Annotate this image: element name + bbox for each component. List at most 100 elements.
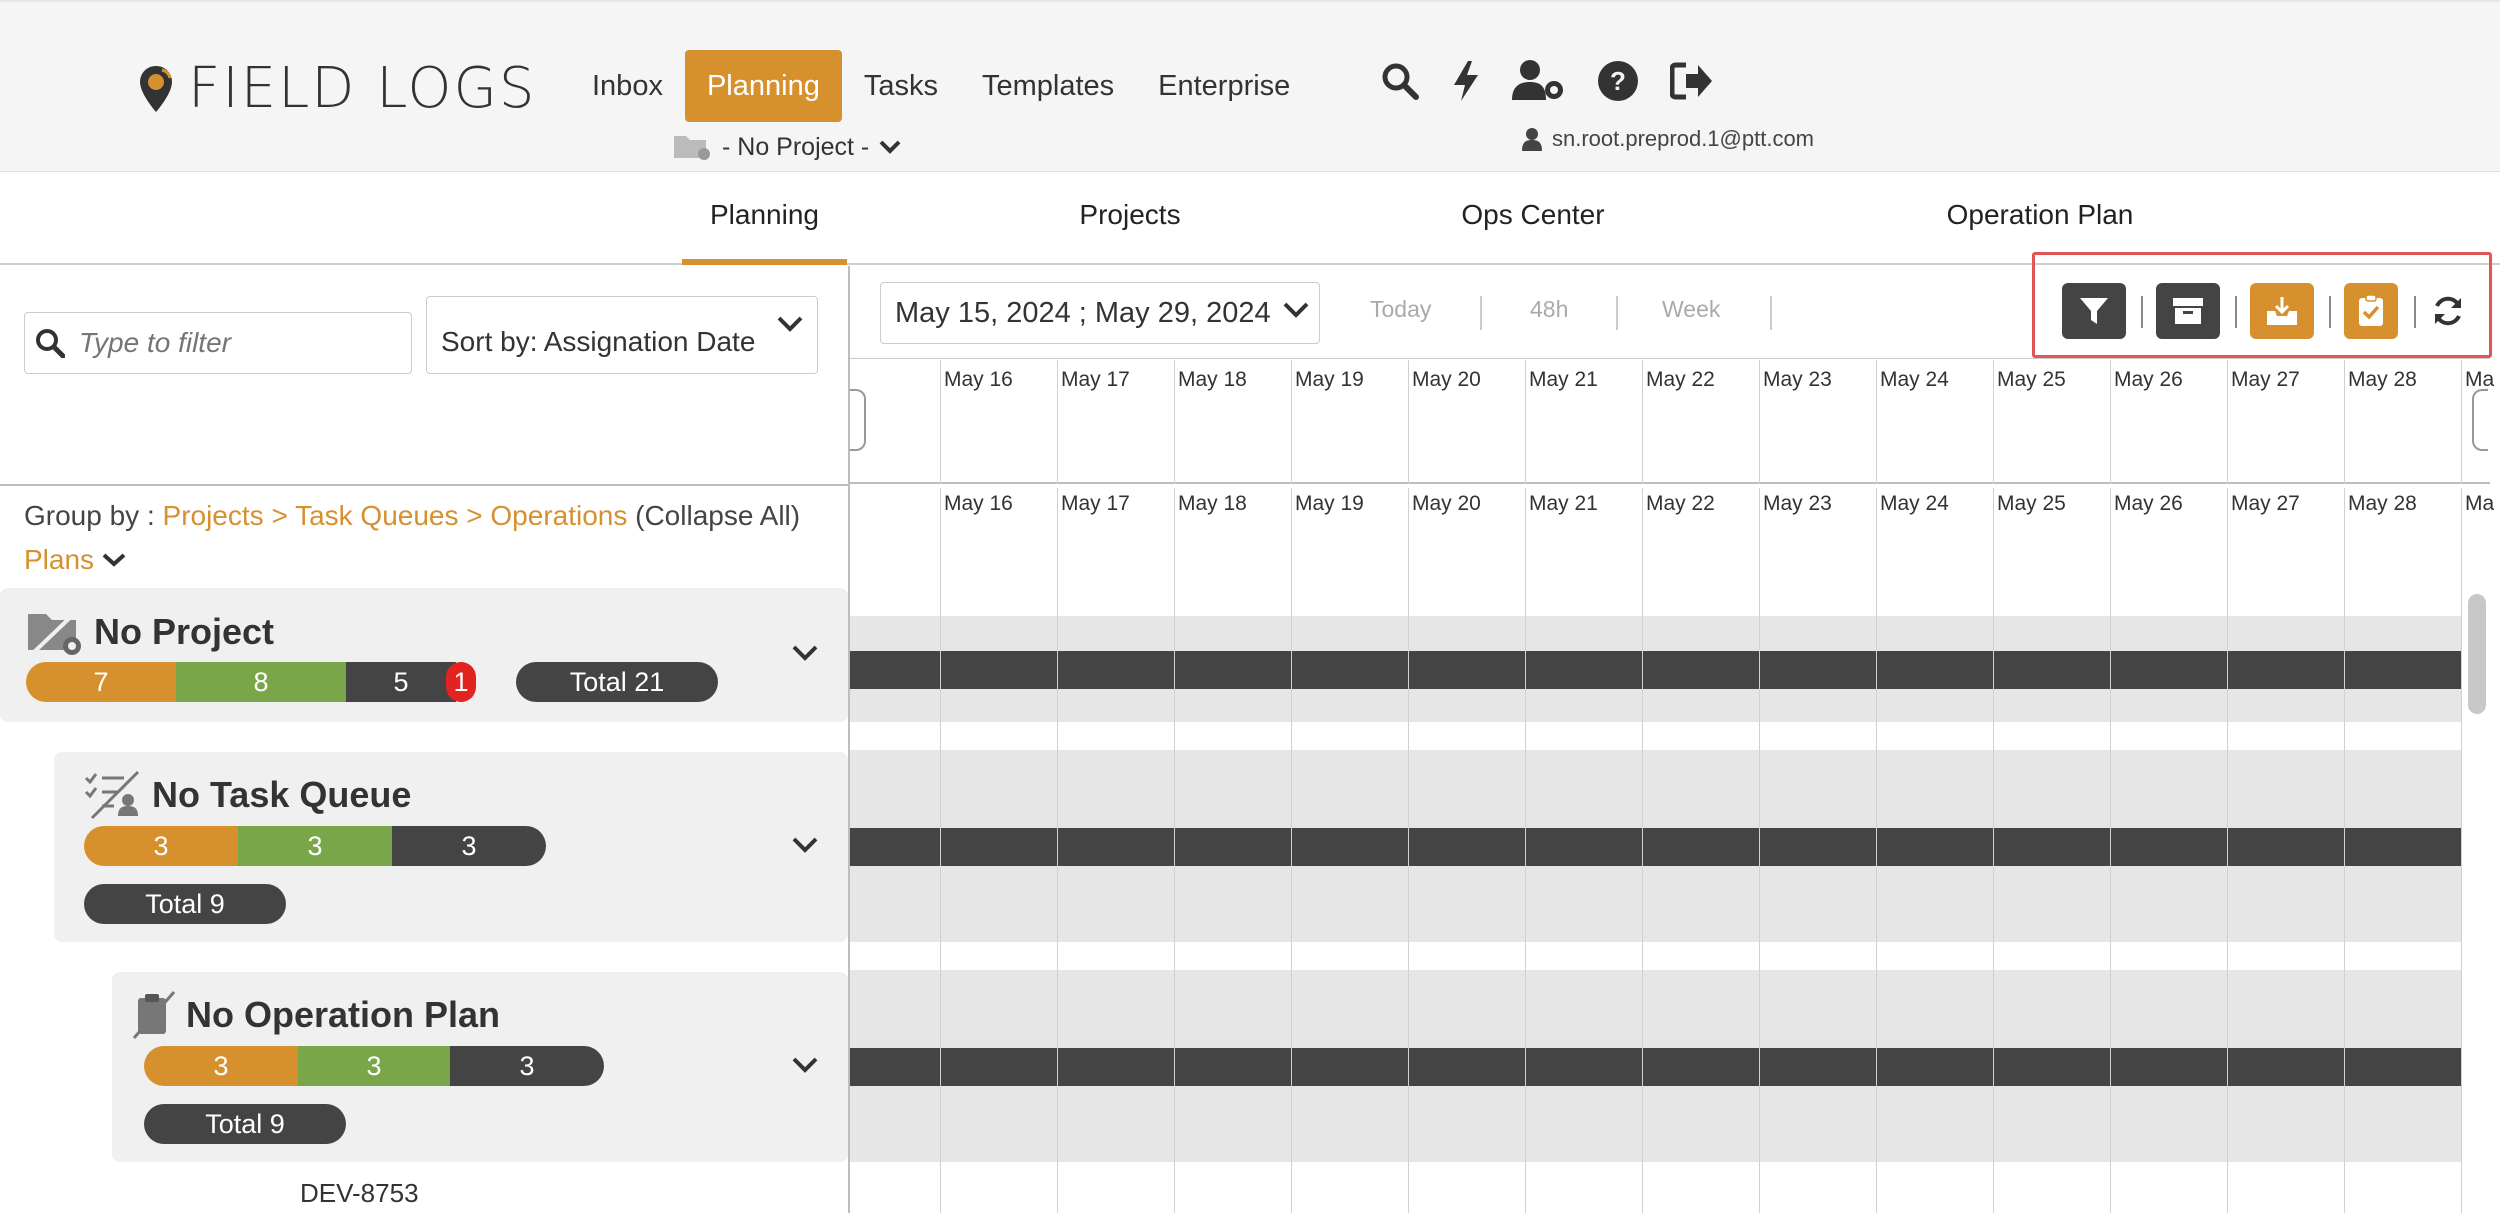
filter-icon	[2080, 298, 2108, 324]
nav-inbox[interactable]: Inbox	[592, 70, 663, 102]
user-info[interactable]: sn.root.preprod.1@ptt.com	[1522, 126, 1814, 152]
tab-projects[interactable]: Projects	[1079, 199, 1181, 230]
inbox-download-icon	[2267, 297, 2297, 325]
header-icons: ?	[1380, 58, 1714, 104]
timeline-gridline	[1759, 360, 1760, 484]
timeline-gridline	[1876, 360, 1877, 484]
timeline-day-label: May 25	[1997, 368, 2066, 391]
gantt-gridline	[1525, 488, 1526, 1213]
plans-dropdown[interactable]: Plans	[24, 544, 126, 576]
count-alert: 1	[446, 662, 476, 702]
sort-label: Sort by: Assignation Date	[441, 326, 756, 357]
divider	[2414, 296, 2416, 328]
filter-input[interactable]	[79, 327, 379, 359]
nav-enterprise[interactable]: Enterprise	[1158, 70, 1291, 102]
gantt-bar-task-queue[interactable]	[850, 828, 2462, 866]
vertical-scrollbar[interactable]	[2468, 594, 2486, 714]
operation-row[interactable]: DEV-8753	[300, 1178, 419, 1209]
help-icon[interactable]: ?	[1596, 59, 1640, 103]
import-button[interactable]	[2250, 283, 2314, 339]
gantt-gridline	[2344, 488, 2345, 1213]
nav-templates[interactable]: Templates	[981, 70, 1115, 102]
timeline-gridline	[1642, 360, 1643, 484]
validate-button[interactable]	[2344, 283, 2398, 339]
timeline-gridline	[1408, 360, 1409, 484]
timeline-day-label: May 24	[1880, 368, 1949, 391]
date-range-select[interactable]: May 15, 2024 ; May 29, 2024	[880, 282, 1320, 344]
user-gear-icon[interactable]	[1512, 58, 1566, 104]
timeline-day-label: May 18	[1178, 368, 1247, 391]
group-by-path[interactable]: Projects > Task Queues > Operations	[162, 500, 628, 531]
main-nav: Inbox Planning Tasks Templates Enterpris…	[570, 50, 1312, 122]
timeline-day-label: May 28	[2348, 368, 2417, 391]
nav-tasks[interactable]: Tasks	[863, 70, 938, 102]
divider	[2235, 296, 2237, 328]
gantt-day-label: May 23	[1763, 492, 1832, 515]
logout-icon[interactable]	[1670, 61, 1714, 101]
gantt-gridline	[1759, 488, 1760, 1213]
timeline-day-label: May 26	[2114, 368, 2183, 391]
archive-button[interactable]	[2156, 283, 2220, 339]
chevron-down-icon	[777, 316, 803, 332]
timeline-gridline	[1993, 360, 1994, 484]
gantt-day-label: May 28	[2348, 492, 2417, 515]
timeline-day-label: May 22	[1646, 368, 1715, 391]
timeline-day-label: May 17	[1061, 368, 1130, 391]
group-by: Group by : Projects > Task Queues > Oper…	[24, 500, 800, 532]
gantt-day-label: May 24	[1880, 492, 1949, 515]
collapse-all-link[interactable]: (Collapse All)	[635, 500, 801, 531]
range-handle-right[interactable]	[2472, 389, 2488, 451]
count-in-progress: 3	[238, 826, 392, 866]
count-done: 3	[450, 1046, 604, 1086]
gantt-day-label: May 16	[944, 492, 1013, 515]
gantt-day-label: May 21	[1529, 492, 1598, 515]
count-in-progress: 3	[298, 1046, 450, 1086]
count-done: 5	[346, 662, 456, 702]
search-icon[interactable]	[1380, 61, 1420, 101]
left-panel: Sort by: Assignation Date Group by : Pro…	[0, 266, 850, 1213]
gantt-day-label: May 22	[1646, 492, 1715, 515]
chevron-down-icon[interactable]	[792, 644, 818, 662]
gantt-day-label: Ma	[2465, 492, 2495, 515]
top-header: FIELD LOGS Inbox Planning Tasks Template…	[0, 0, 2500, 172]
sort-select[interactable]: Sort by: Assignation Date	[426, 296, 818, 374]
sub-tabs: Planning Projects Ops Center Operation P…	[0, 173, 2500, 265]
gantt-gridline	[2227, 488, 2228, 1213]
total-badge: Total 9	[144, 1104, 346, 1144]
archive-icon	[2173, 298, 2203, 324]
divider	[1616, 296, 1618, 330]
quick-range-48h[interactable]: 48h	[1530, 296, 1569, 322]
chevron-down-icon[interactable]	[792, 836, 818, 854]
tab-operation-plan[interactable]: Operation Plan	[1946, 199, 2134, 230]
nav-planning[interactable]: Planning	[684, 50, 842, 122]
gantt-bar-project[interactable]	[850, 651, 2462, 689]
gantt-day-label: May 18	[1178, 492, 1247, 515]
timeline-gridline	[2110, 360, 2111, 484]
timeline-day-label: May 23	[1763, 368, 1832, 391]
divider	[2141, 296, 2143, 328]
chevron-down-icon[interactable]	[792, 1056, 818, 1074]
group-title-operation-plan: No Operation Plan	[132, 990, 500, 1040]
timeline-gridline	[940, 360, 941, 484]
quick-range-week[interactable]: Week	[1662, 296, 1721, 322]
timeline-day-label: May 27	[2231, 368, 2300, 391]
group-title-task-queue: No Task Queue	[84, 770, 411, 820]
bolt-icon[interactable]	[1450, 59, 1482, 103]
quick-range-today[interactable]: Today	[1370, 296, 1432, 322]
gantt-gridline	[1291, 488, 1292, 1213]
project-selector[interactable]: - No Project -	[672, 132, 901, 162]
field-logs-logo[interactable]: FIELD LOGS	[138, 56, 536, 121]
timeline-gridline	[1525, 360, 1526, 484]
range-handle-left[interactable]	[850, 389, 866, 451]
gantt-bar-operation-plan[interactable]	[850, 1048, 2462, 1086]
tab-ops-center[interactable]: Ops Center	[1461, 199, 1605, 230]
gantt-gridline	[1057, 488, 1058, 1213]
refresh-button[interactable]	[2424, 283, 2472, 339]
gantt-gridline	[1993, 488, 1994, 1213]
filter-button[interactable]	[2062, 283, 2126, 339]
plans-label: Plans	[24, 544, 95, 575]
chevron-down-icon	[102, 553, 126, 567]
filter-box	[24, 312, 412, 374]
group-by-prefix: Group by :	[24, 500, 155, 531]
tab-planning[interactable]: Planning	[682, 173, 847, 265]
